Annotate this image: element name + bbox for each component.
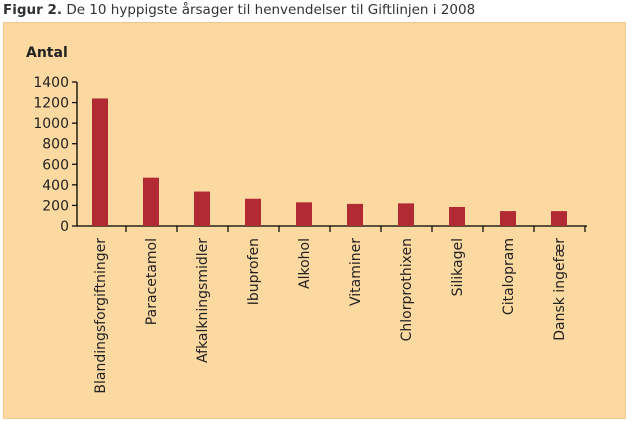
- y-tick-label: 1200: [33, 96, 69, 112]
- y-tick-label: 1400: [33, 75, 69, 91]
- x-tick-label: Chlorprothixen: [399, 238, 415, 341]
- figure-caption: Figur 2. De 10 hyppigste årsager til hen…: [3, 2, 475, 18]
- x-tick-label: Dansk ingefær: [552, 238, 568, 341]
- bar: [398, 203, 414, 226]
- bar-chart: Antal 0 200 400 600 800 1000 1200 1400 Blandings…: [26, 45, 587, 394]
- bar: [347, 203, 363, 226]
- x-tick-label: Alkohol: [297, 238, 313, 289]
- x-tick-label: Ibuprofen: [246, 238, 262, 305]
- bar: [194, 191, 210, 226]
- bar: [296, 202, 312, 226]
- y-axis-title: Antal: [26, 45, 68, 61]
- x-tick-label: Paracetamol: [144, 238, 160, 325]
- bar: [143, 177, 159, 226]
- x-tick-label: Afkalkningsmidler: [195, 238, 211, 363]
- figure-title: De 10 hyppigste årsager til henvendelser…: [66, 2, 476, 18]
- y-tick-label: 800: [42, 137, 69, 153]
- bar: [449, 206, 465, 226]
- x-tick-label: Silikagel: [450, 238, 466, 296]
- bar: [500, 211, 516, 226]
- x-tick-label: Vitaminer: [348, 238, 364, 306]
- y-tick-label: 0: [60, 219, 69, 235]
- y-tick-label: 400: [42, 178, 69, 194]
- chart-panel: Antal 0 200 400 600 800 1000 1200 1400 Blandings…: [3, 22, 626, 419]
- x-tick-label: Citalopram: [501, 238, 517, 315]
- y-tick-label: 1000: [33, 116, 69, 132]
- bar: [92, 98, 108, 226]
- x-tick-label: Blandingsforgiftninger: [93, 238, 109, 394]
- y-tick-label: 200: [42, 198, 69, 214]
- figure-number: Figur 2.: [3, 2, 63, 18]
- bar: [551, 211, 567, 226]
- y-tick-label: 600: [42, 157, 69, 173]
- bar: [245, 198, 261, 226]
